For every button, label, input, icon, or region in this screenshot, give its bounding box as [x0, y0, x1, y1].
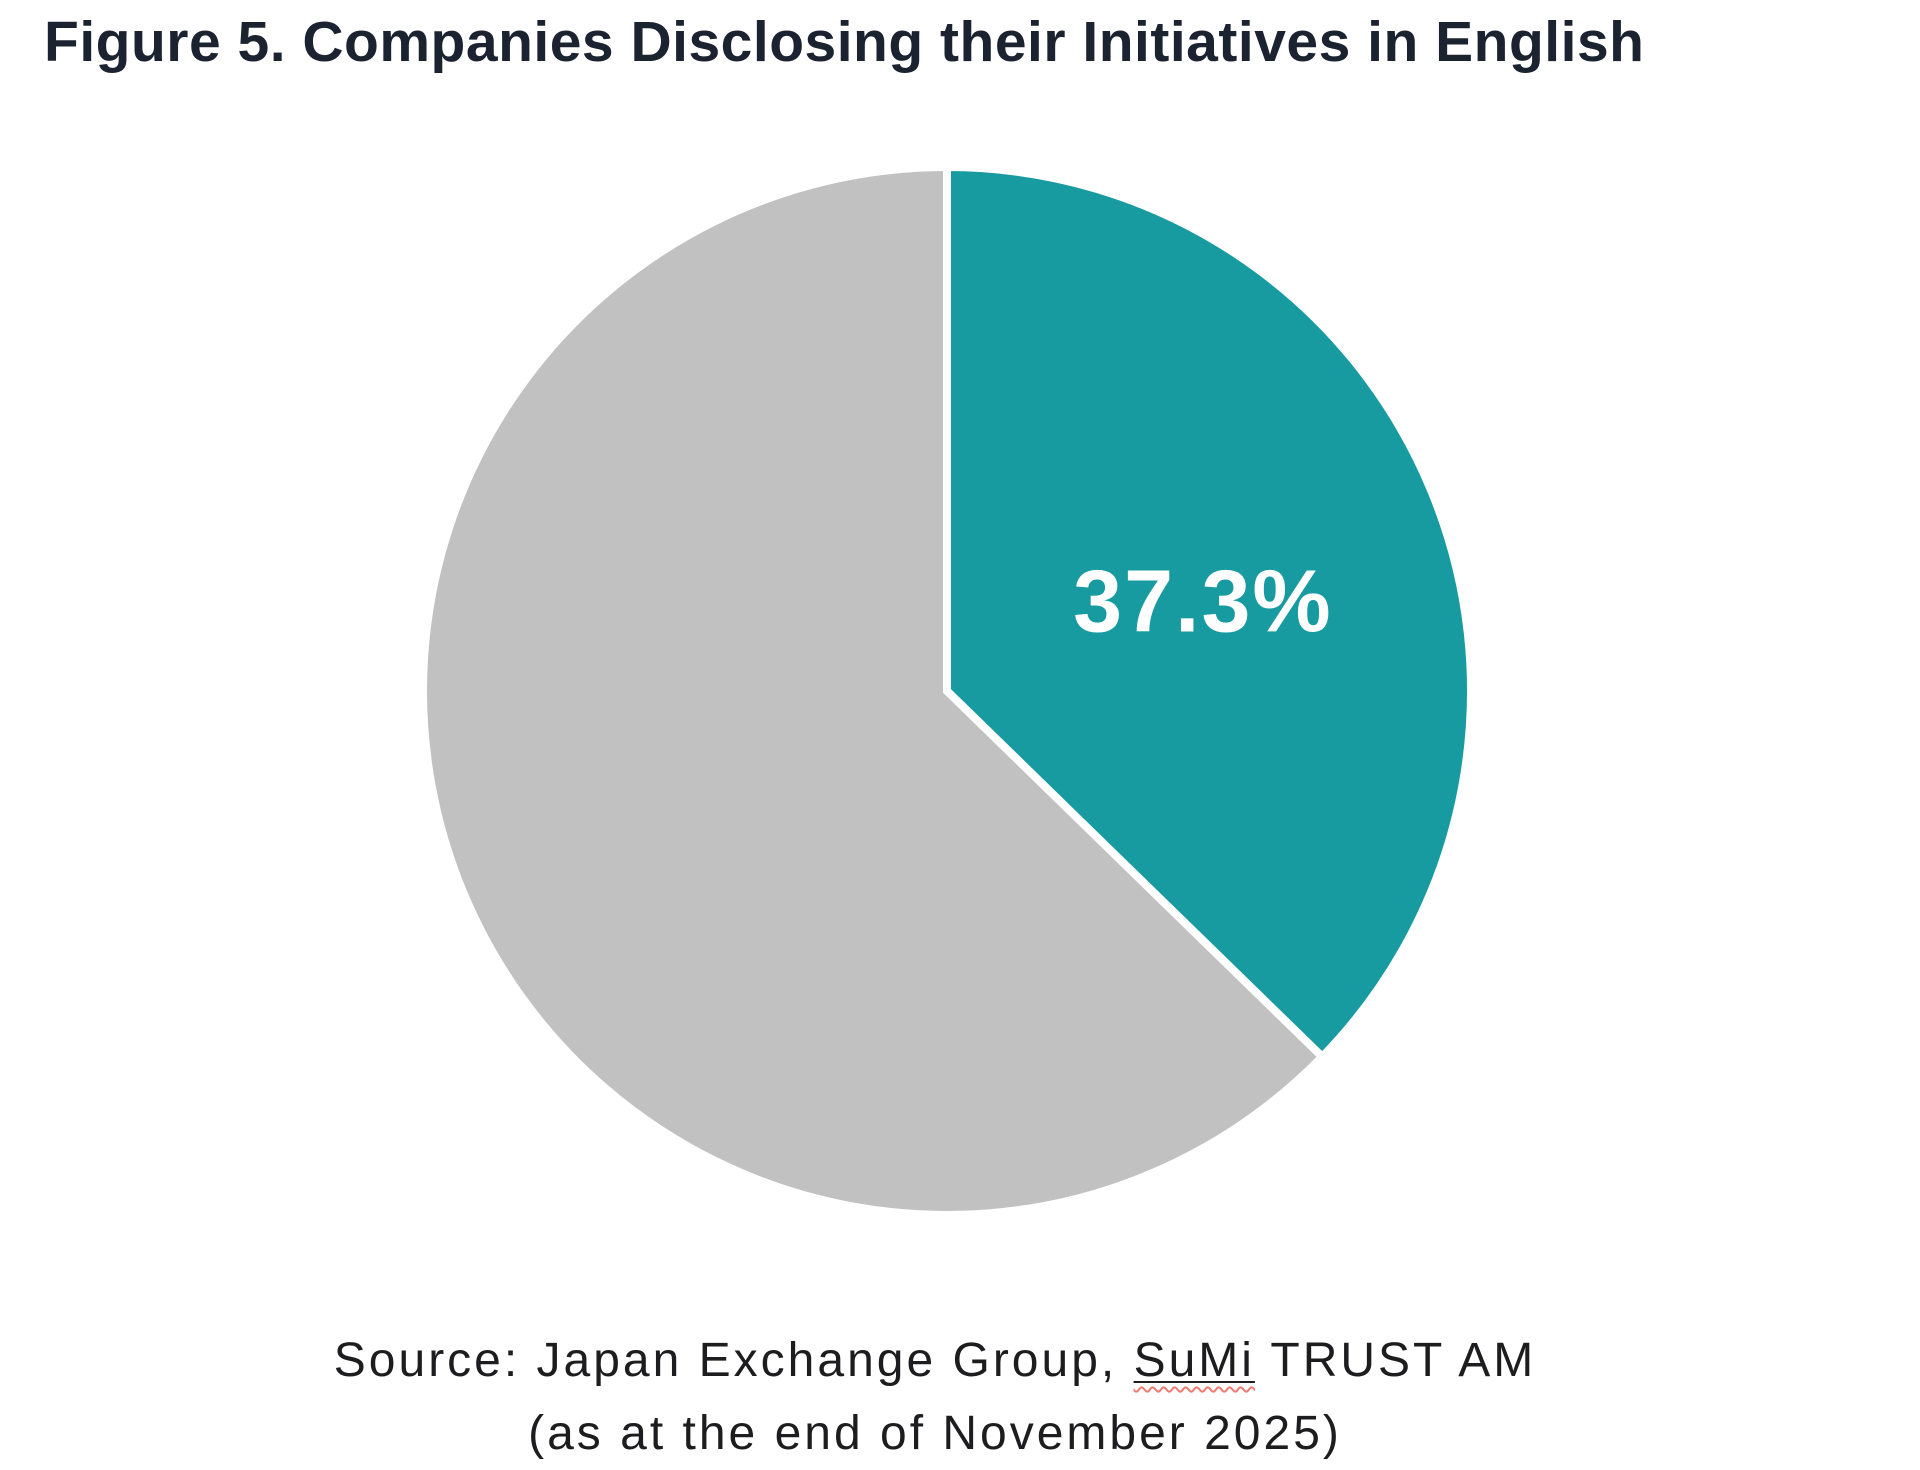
pie-slice-2 [419, 163, 1328, 1219]
spellcheck-squiggle: SuMi [1134, 1334, 1255, 1387]
pie-slice-1 [943, 163, 1475, 1063]
pie-chart: 37.3% [419, 163, 1475, 1219]
source-prefix-text: Source: Japan Exchange Group, [333, 1334, 1134, 1387]
source-line-1: Source: Japan Exchange Group, SuMi TRUST… [0, 1324, 1870, 1397]
figure-title: Figure 5. Companies Disclosing their Ini… [44, 10, 1645, 74]
source-misspelled-word: SuMi [1133, 1334, 1255, 1387]
pie-chart-svg: 37.3% [419, 163, 1475, 1219]
source-caption: Source: Japan Exchange Group, SuMi TRUST… [0, 1324, 1870, 1470]
source-suffix-text: TRUST AM [1254, 1334, 1537, 1387]
source-line-2: (as at the end of November 2025) [528, 1407, 1342, 1460]
pie-slice-label: 37.3% [1073, 552, 1333, 651]
